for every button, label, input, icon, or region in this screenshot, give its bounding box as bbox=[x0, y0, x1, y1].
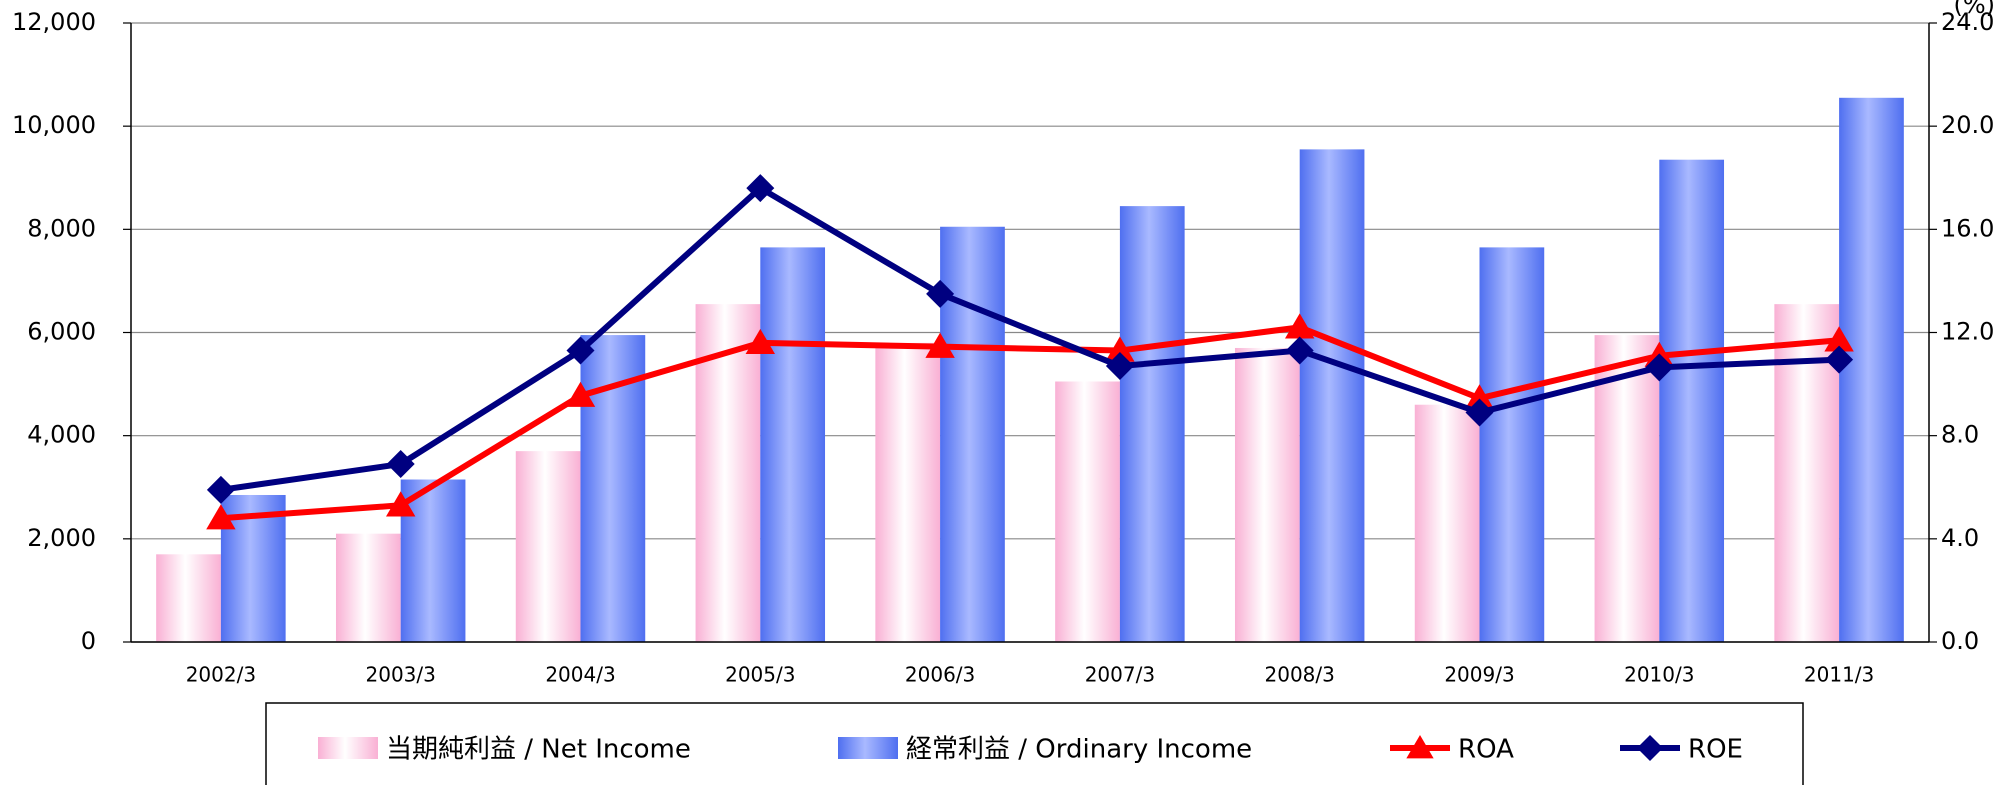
marker bbox=[1285, 336, 1314, 365]
legend-swatch bbox=[838, 737, 898, 759]
marker bbox=[1465, 398, 1494, 427]
legend-marker bbox=[1637, 735, 1663, 761]
y2-tick-label: 20.0 bbox=[1941, 111, 1994, 139]
legend-box bbox=[265, 702, 1804, 789]
legend-marker bbox=[1406, 735, 1434, 759]
line bbox=[220, 324, 1840, 522]
marker bbox=[206, 475, 235, 504]
x-tick-label: 2011/3 bbox=[1804, 663, 1874, 687]
y2-tick-label: 12.0 bbox=[1941, 318, 1994, 346]
y2-tick-label: 0.0 bbox=[1941, 627, 1979, 655]
x-tick-label: 2003/3 bbox=[366, 663, 436, 687]
y-tick-label: 2,000 bbox=[27, 524, 96, 552]
marker bbox=[1824, 326, 1854, 352]
y-tick-label: 4,000 bbox=[27, 421, 96, 449]
bar bbox=[1479, 247, 1545, 642]
legend-swatch bbox=[318, 737, 378, 759]
bar bbox=[156, 554, 221, 642]
bar bbox=[1774, 304, 1840, 642]
x-tick-label: 2004/3 bbox=[545, 663, 615, 687]
y2-tick-label: 16.0 bbox=[1941, 214, 1994, 242]
bar bbox=[400, 479, 466, 642]
y-tick-label: 0 bbox=[81, 627, 96, 655]
x-tick-label: 2007/3 bbox=[1085, 663, 1155, 687]
bar bbox=[1414, 404, 1480, 642]
line bbox=[220, 185, 1840, 493]
bar bbox=[875, 342, 941, 642]
marker bbox=[745, 328, 775, 355]
marker bbox=[926, 279, 955, 308]
bar bbox=[335, 533, 401, 642]
bar bbox=[1234, 347, 1300, 642]
bar bbox=[1839, 97, 1904, 642]
legend-label: ROE bbox=[1688, 735, 1743, 765]
marker bbox=[386, 450, 415, 479]
y-tick-label: 6,000 bbox=[27, 318, 96, 346]
x-tick-label: 2006/3 bbox=[905, 663, 975, 687]
marker bbox=[746, 174, 775, 203]
x-tick-label: 2009/3 bbox=[1444, 663, 1514, 687]
bar bbox=[1594, 335, 1660, 642]
x-tick-label: 2005/3 bbox=[725, 663, 795, 687]
bar bbox=[1055, 381, 1120, 642]
y2-tick-label: 8.0 bbox=[1941, 421, 1979, 449]
bar bbox=[1119, 206, 1185, 642]
x-tick-label: 2002/3 bbox=[186, 663, 256, 687]
marker bbox=[1645, 353, 1674, 382]
marker bbox=[1105, 352, 1134, 381]
bar bbox=[940, 226, 1005, 643]
y-tick-label: 10,000 bbox=[12, 111, 96, 139]
y-tick-label: 8,000 bbox=[27, 214, 96, 242]
bar bbox=[760, 247, 826, 642]
legend-label: 当期純利益 / Net Income bbox=[386, 735, 691, 765]
x-tick-label: 2008/3 bbox=[1265, 663, 1335, 687]
marker bbox=[1825, 345, 1854, 374]
marker bbox=[386, 491, 416, 517]
marker bbox=[206, 504, 236, 530]
marker bbox=[566, 336, 595, 365]
marker bbox=[1105, 336, 1135, 362]
bar bbox=[515, 451, 581, 642]
legend-label: 経常利益 / Ordinary Income bbox=[906, 735, 1252, 765]
x-tick-label: 2010/3 bbox=[1624, 663, 1694, 687]
legend-label: ROA bbox=[1458, 735, 1514, 765]
marker bbox=[1464, 384, 1495, 410]
marker bbox=[565, 381, 596, 407]
y-tick-label: 12,000 bbox=[12, 8, 96, 36]
bar bbox=[1299, 149, 1365, 643]
y2-tick-label: 4.0 bbox=[1941, 524, 1979, 552]
marker bbox=[1285, 313, 1315, 339]
y2-axis-label: (%) bbox=[1953, 0, 1995, 19]
y2-tick-label: 24.0 bbox=[1941, 8, 1994, 36]
marker bbox=[925, 332, 955, 358]
bar bbox=[1659, 159, 1725, 642]
